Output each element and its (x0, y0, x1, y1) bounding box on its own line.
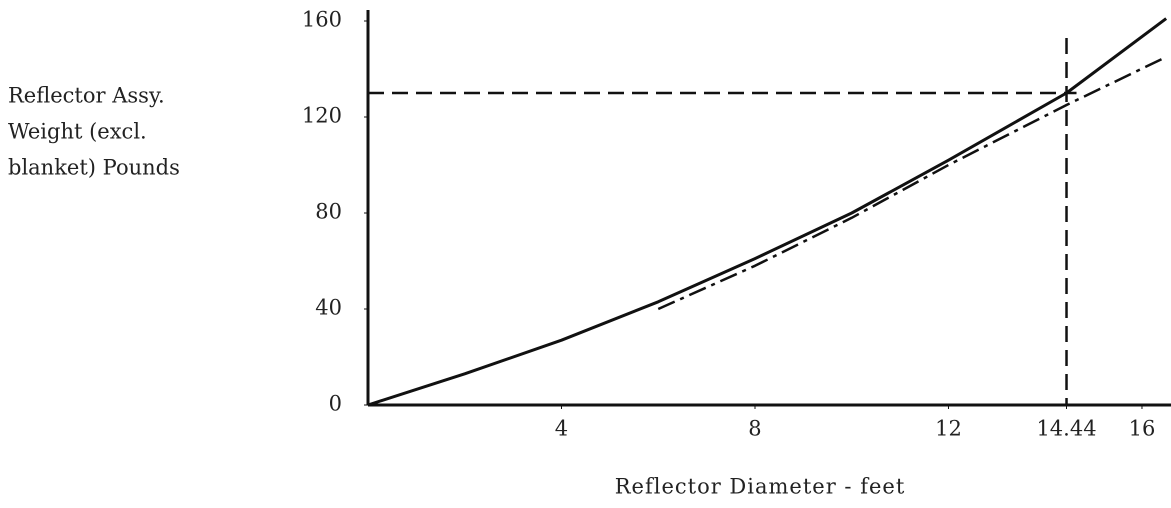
y-axis-label: blanket) Pounds (8, 156, 180, 180)
curve (657, 55, 1167, 311)
x-tick-label: 14.44 (1036, 417, 1096, 441)
x-tick-label: 4 (555, 417, 568, 441)
y-tick-label: 0 (329, 392, 342, 416)
y-axis-label: Weight (excl. (8, 120, 147, 144)
x-axis-label: Reflector Diameter - feet (615, 475, 906, 499)
y-tick-label: 120 (302, 104, 342, 128)
x-tick-label: 8 (748, 417, 761, 441)
y-tick-label: 80 (315, 200, 342, 224)
x-tick-label: 12 (935, 417, 962, 441)
y-tick-label: 160 (302, 8, 342, 32)
x-tick-label: 16 (1129, 417, 1156, 441)
y-tick-label: 40 (315, 296, 342, 320)
y-axis-label: Reflector Assy. (8, 84, 165, 108)
curve (367, 17, 1168, 407)
